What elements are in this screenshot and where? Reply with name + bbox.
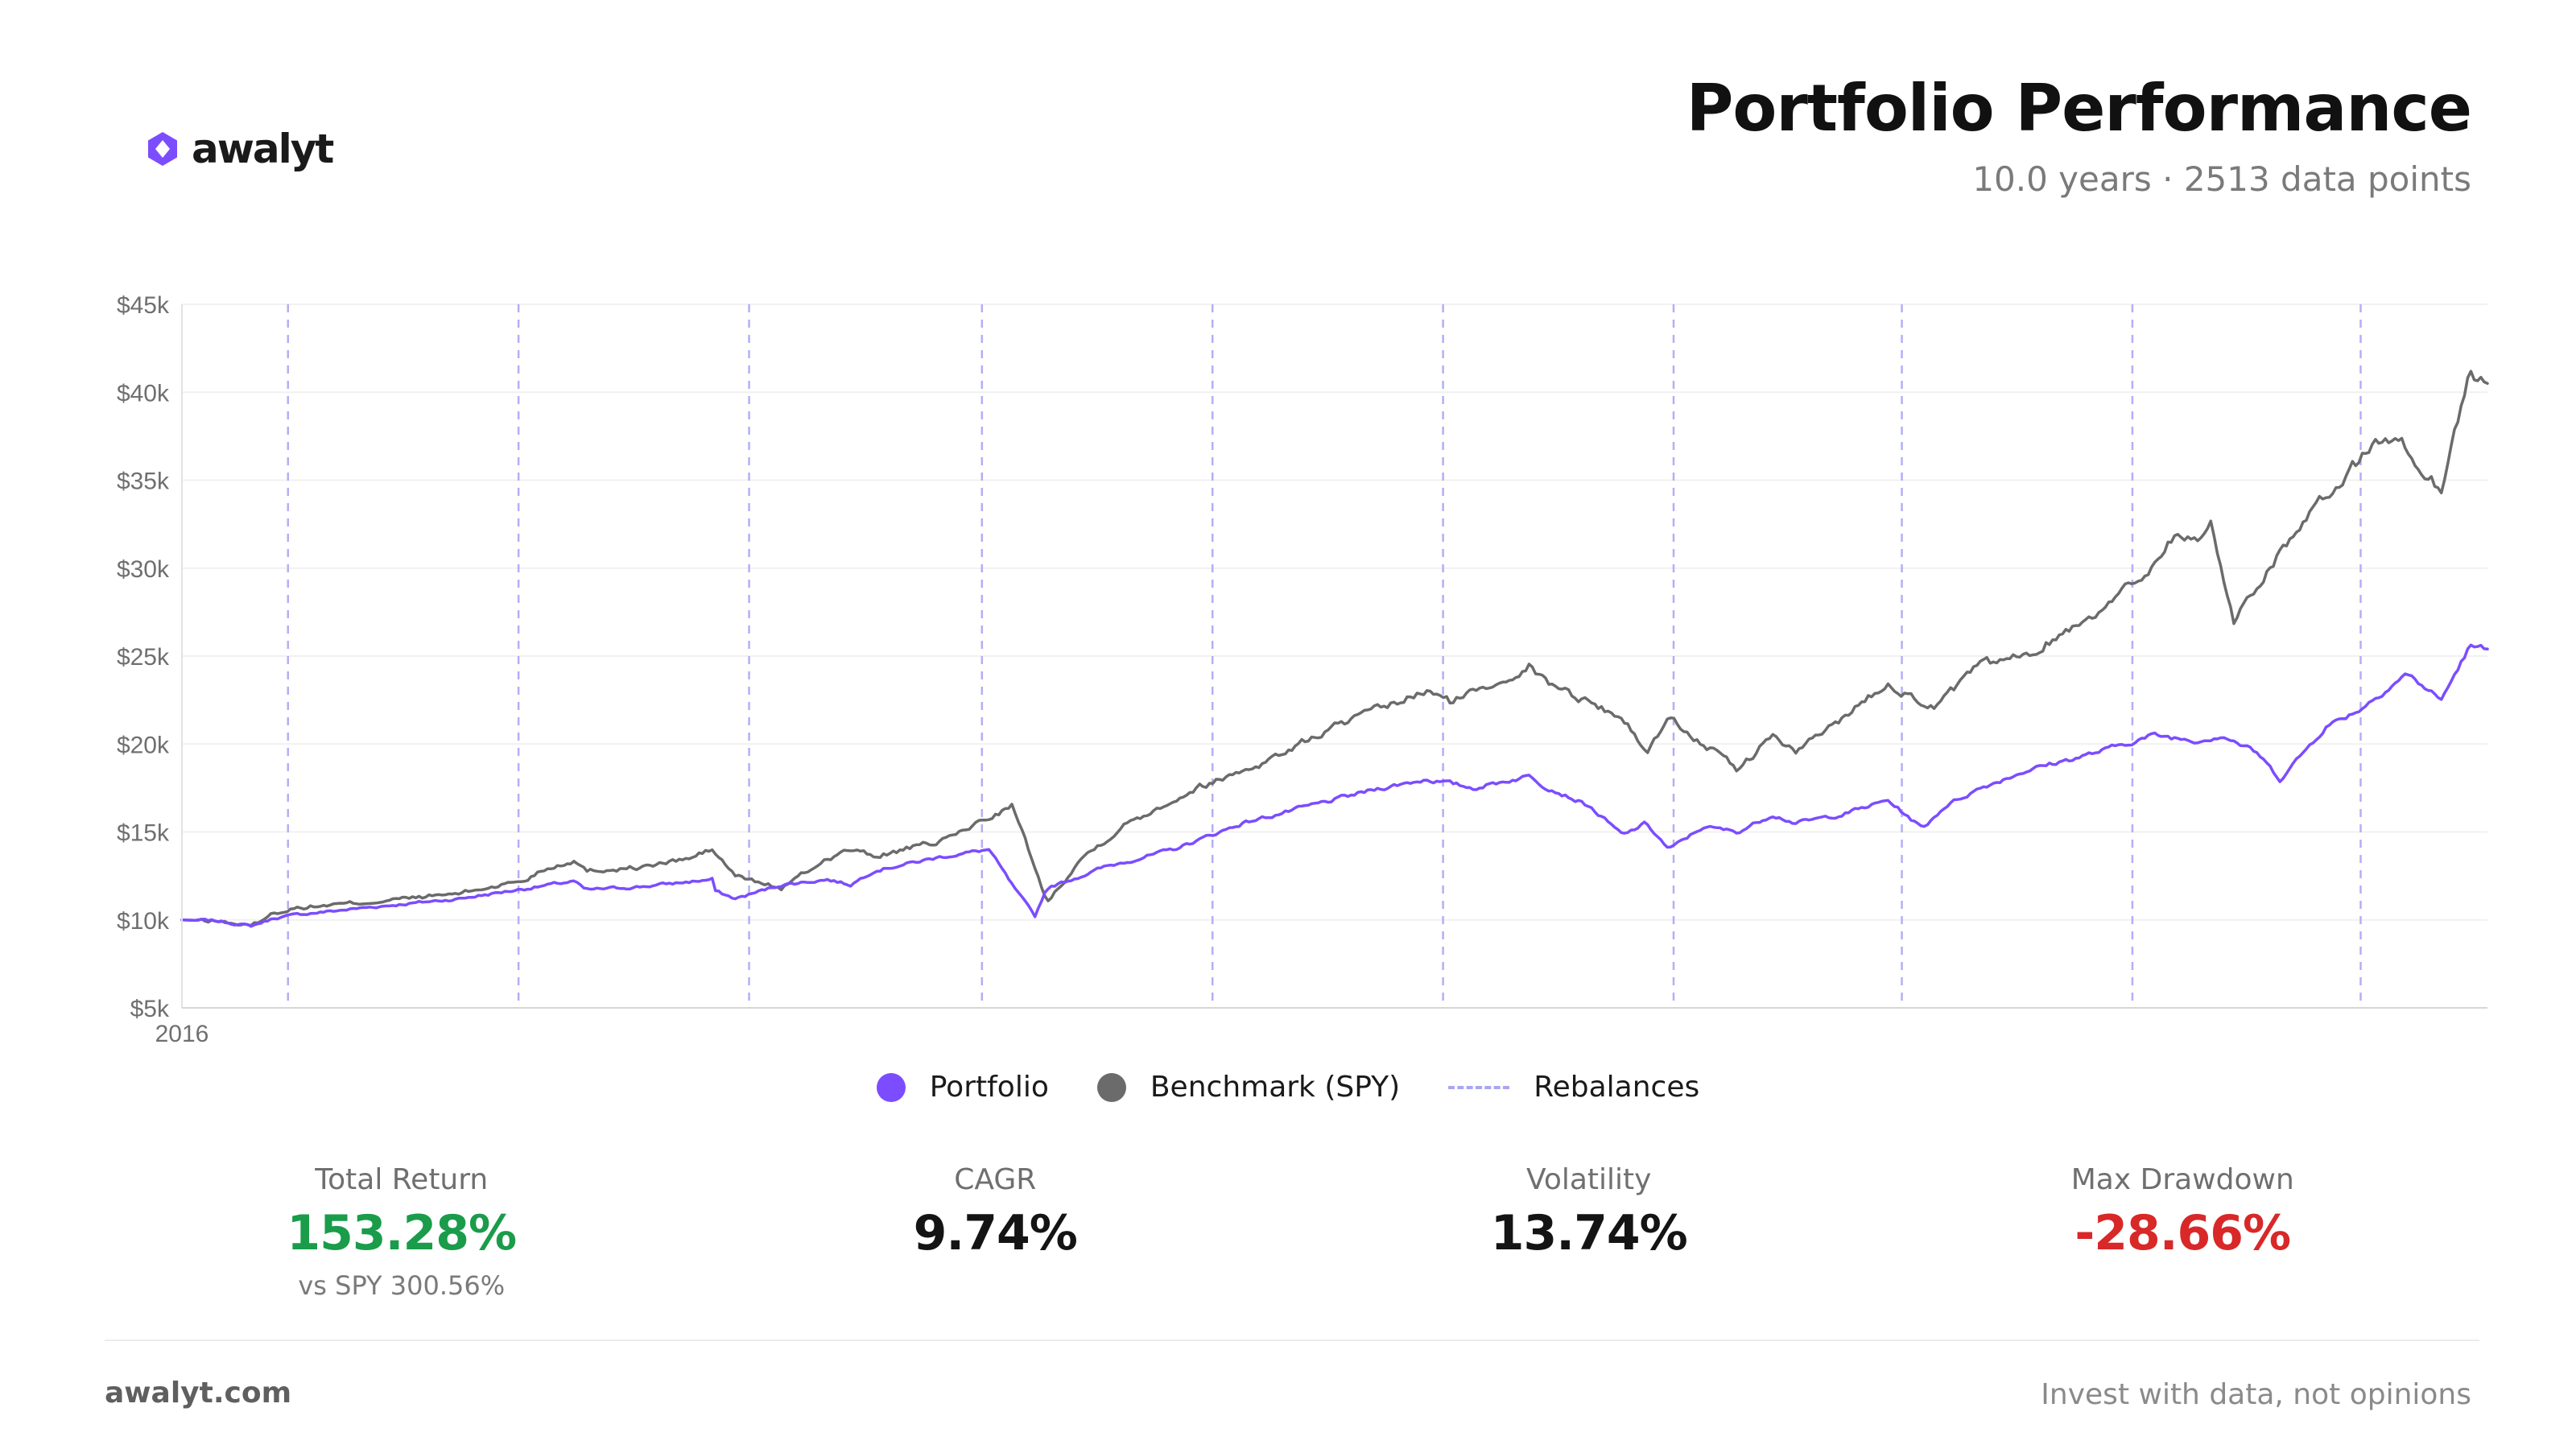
stat-max-drawdown: Max Drawdown -28.66% [1886, 1163, 2480, 1301]
stat-label: CAGR [954, 1163, 1037, 1196]
footer-divider [105, 1340, 2479, 1341]
y-tick-label: $5k [130, 996, 170, 1022]
y-tick-label: $40k [117, 380, 170, 407]
legend-portfolio-label: Portfolio [929, 1071, 1049, 1104]
y-tick-label: $20k [117, 732, 170, 758]
legend-item-benchmark: Benchmark (SPY) [1096, 1071, 1401, 1104]
y-tick-label: $35k [117, 469, 170, 495]
legend-item-portfolio: Portfolio [876, 1071, 1049, 1104]
rebalance-markers [287, 304, 2362, 1008]
footer-tagline: Invest with data, not opinions [2041, 1378, 2471, 1411]
stat-label: Max Drawdown [2070, 1163, 2294, 1196]
stat-cagr: CAGR 9.74% [699, 1163, 1293, 1301]
stat-total-return: Total Return 153.28% vs SPY 300.56% [105, 1163, 699, 1301]
chart-legend: Portfolio Benchmark (SPY) Rebalances [0, 1071, 2576, 1104]
legend-portfolio-swatch [876, 1072, 906, 1102]
stat-subtext: vs SPY 300.56% [298, 1270, 506, 1301]
awalyt-logo-icon [148, 132, 177, 166]
legend-rebalances-swatch [1448, 1085, 1510, 1089]
stats-row: Total Return 153.28% vs SPY 300.56% CAGR… [105, 1163, 2479, 1301]
stat-value: 13.74% [1490, 1205, 1688, 1261]
series-line-portfolio [180, 643, 2489, 928]
page-title: Portfolio Performance [1686, 71, 2472, 146]
y-tick-label: $10k [117, 908, 170, 935]
stat-volatility: Volatility 13.74% [1292, 1163, 1886, 1301]
stat-value: 9.74% [913, 1205, 1078, 1261]
chart-axes: $5k $10k $15k $20k $25k $30k $35k $40k $45k 2016 [117, 292, 2487, 1047]
series-line-benchmark [180, 369, 2489, 927]
y-tick-label: $30k [117, 556, 170, 583]
stat-value: -28.66% [2074, 1205, 2291, 1261]
y-tick-label: $15k [117, 820, 170, 847]
chart-series [180, 369, 2489, 928]
brand-name: awalyt [192, 126, 334, 172]
footer-site: awalyt.com [105, 1377, 292, 1410]
page-subtitle: 10.0 years · 2513 data points [1972, 159, 2471, 199]
y-tick-label: $45k [117, 292, 170, 319]
legend-rebalances-label: Rebalances [1534, 1071, 1700, 1104]
x-tick-label: 2016 [155, 1021, 209, 1047]
stat-value: 153.28% [287, 1205, 517, 1261]
legend-item-rebalances: Rebalances [1448, 1071, 1699, 1104]
legend-benchmark-label: Benchmark (SPY) [1150, 1071, 1401, 1104]
brand: awalyt [143, 121, 334, 177]
stat-label: Volatility [1526, 1163, 1652, 1196]
y-tick-label: $25k [117, 644, 170, 671]
chart-grid [182, 303, 2487, 1009]
stat-label: Total Return [315, 1163, 489, 1196]
legend-benchmark-swatch [1096, 1072, 1126, 1102]
